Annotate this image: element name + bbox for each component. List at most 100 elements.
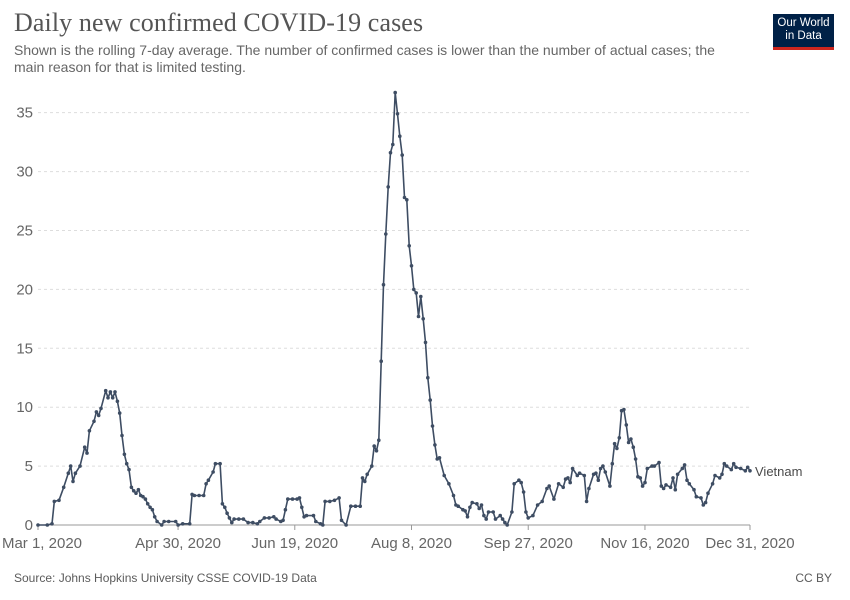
data-point: [603, 470, 608, 474]
data-point: [734, 465, 738, 470]
data-point: [587, 486, 591, 491]
data-point: [304, 513, 309, 518]
data-point: [94, 410, 99, 414]
data-point: [682, 463, 687, 467]
data-point: [643, 480, 647, 485]
data-point: [748, 469, 752, 473]
data-point: [545, 486, 549, 491]
data-point: [255, 522, 260, 526]
data-point: [710, 482, 715, 486]
data-point: [155, 519, 159, 524]
data-point: [365, 472, 370, 477]
data-point: [713, 473, 717, 478]
logo-line-2: in Data: [785, 30, 822, 42]
data-point: [622, 407, 626, 412]
data-point: [535, 503, 540, 507]
data-point: [433, 443, 437, 447]
data-point: [103, 388, 108, 393]
x-axis: Mar 1, 2020 Apr 30, 2020 Jun 19, 2020 Aug 8…: [2, 524, 795, 552]
data-point: [402, 195, 407, 200]
data-point: [633, 457, 638, 461]
data-point: [176, 523, 180, 527]
data-point: [442, 473, 447, 478]
data-point: [519, 480, 523, 485]
data-point: [465, 515, 470, 519]
data-point: [113, 390, 117, 394]
data-point: [743, 469, 748, 473]
data-point: [477, 506, 482, 511]
data-point: [262, 516, 267, 520]
x-tick-label: Nov 16, 2020: [600, 535, 689, 552]
data-point: [211, 470, 215, 474]
data-point: [115, 399, 120, 404]
data-point: [162, 519, 166, 524]
data-point: [180, 522, 185, 526]
data-point: [145, 502, 150, 506]
data-point: [136, 487, 141, 492]
data-point: [419, 294, 423, 299]
data-point: [117, 411, 122, 415]
data-point: [640, 484, 645, 488]
data-point: [729, 467, 734, 472]
data-point: [566, 476, 570, 480]
data-point: [87, 429, 92, 433]
x-tick-label: Jun 19, 2020: [251, 535, 338, 552]
data-point: [500, 517, 505, 521]
data-point: [675, 472, 680, 477]
series-line-group: [36, 90, 752, 527]
data-point: [612, 441, 617, 446]
data-point: [204, 482, 208, 486]
data-point: [437, 456, 442, 460]
data-point: [624, 423, 629, 427]
data-point: [353, 504, 358, 509]
chart-subtitle: Shown is the rolling 7-day average. The …: [14, 42, 715, 75]
source-note[interactable]: Source: Johns Hopkins University CSSE CO…: [14, 571, 317, 585]
data-point: [526, 516, 530, 520]
data-point: [456, 504, 461, 509]
data-point: [594, 471, 598, 476]
data-point: [143, 497, 148, 501]
data-point: [314, 519, 318, 524]
data-point: [246, 520, 250, 525]
data-point: [722, 461, 727, 466]
data-point: [85, 451, 89, 455]
owid-logo[interactable]: Our World in Data: [773, 14, 834, 50]
data-point: [379, 359, 384, 364]
data-point: [468, 505, 472, 510]
data-point: [447, 482, 451, 486]
data-point: [398, 134, 402, 138]
data-point: [267, 516, 271, 520]
data-point: [524, 510, 528, 514]
data-point: [159, 523, 164, 527]
data-point: [227, 516, 232, 520]
data-point: [626, 440, 631, 445]
data-point: [720, 472, 724, 477]
data-point: [584, 499, 589, 504]
data-point: [344, 523, 348, 527]
data-point: [521, 490, 526, 494]
data-point: [426, 375, 430, 380]
data-point: [166, 519, 171, 524]
data-point: [512, 482, 516, 486]
chart-title: Daily new confirmed COVID-19 cases: [14, 8, 424, 37]
data-point: [568, 480, 572, 485]
series-line-vietnam[interactable]: [38, 91, 751, 526]
data-point: [150, 507, 155, 512]
y-tick-label: 0: [25, 517, 33, 534]
data-point: [281, 518, 285, 523]
series-label-vietnam[interactable]: Vietnam: [755, 464, 802, 479]
data-point: [423, 340, 428, 345]
data-point: [192, 493, 197, 498]
data-point: [645, 466, 650, 471]
data-point: [225, 511, 229, 515]
license-link[interactable]: CC BY: [795, 571, 832, 585]
data-point: [187, 522, 192, 526]
data-point: [638, 476, 643, 480]
data-point: [657, 460, 661, 465]
data-point: [131, 489, 136, 493]
x-tick-label: Mar 1, 2020: [2, 535, 82, 552]
data-point: [503, 520, 507, 525]
data-point: [412, 287, 416, 292]
data-point: [96, 413, 101, 418]
